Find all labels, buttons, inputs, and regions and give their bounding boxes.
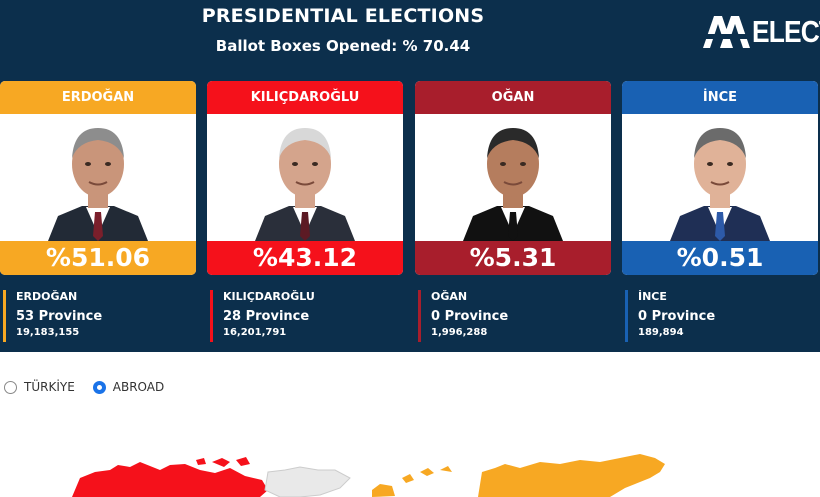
stat-color-bar xyxy=(625,290,628,342)
results-header: PRESIDENTIAL ELECTIONS Ballot Boxes Open… xyxy=(0,0,820,352)
candidate-percent: %5.31 xyxy=(415,241,611,275)
stat-name: KILIÇDAROĞLU xyxy=(223,290,315,303)
stat-color-bar xyxy=(3,290,6,342)
candidate-name: ERDOĞAN xyxy=(0,81,196,114)
radio-turkiye[interactable]: TÜRKİYE xyxy=(4,380,75,394)
candidate-card-erdogan[interactable]: ERDOĞAN %51.06 xyxy=(0,81,196,275)
stat-votes: 16,201,791 xyxy=(223,327,287,338)
candidate-stat-ogan: OĞAN 0 Province 1,996,288 xyxy=(418,288,608,342)
stat-color-bar xyxy=(210,290,213,342)
candidate-name: OĞAN xyxy=(415,81,611,114)
candidate-percent: %43.12 xyxy=(207,241,403,275)
candidate-photo-ogan xyxy=(415,114,611,241)
radio-circle-icon[interactable] xyxy=(92,380,106,394)
aa-logo-icon xyxy=(703,16,750,48)
candidate-card-kilicdaroglu[interactable]: KILIÇDAROĞLU %43.12 xyxy=(207,81,403,275)
candidate-percent: %51.06 xyxy=(0,241,196,275)
logo-text: ELECTI xyxy=(752,14,820,49)
candidate-stat-ince: İNCE 0 Province 189,894 xyxy=(625,288,815,342)
stat-provinces: 0 Province xyxy=(638,309,716,324)
stat-votes: 189,894 xyxy=(638,327,684,338)
radio-abroad[interactable]: ABROAD xyxy=(92,380,165,394)
candidate-percent: %0.51 xyxy=(622,241,818,275)
stat-name: OĞAN xyxy=(431,290,468,303)
stat-name: İNCE xyxy=(638,290,667,303)
candidate-name: İNCE xyxy=(622,81,818,114)
ballot-boxes-opened: Ballot Boxes Opened: % 70.44 xyxy=(215,37,471,55)
candidate-card-ince[interactable]: İNCE %0.51 xyxy=(622,81,818,275)
stat-votes: 19,183,155 xyxy=(16,327,80,338)
radio-label: TÜRKİYE xyxy=(24,380,75,394)
stat-votes: 1,996,288 xyxy=(431,327,488,338)
candidate-stat-kilicdaroglu: KILIÇDAROĞLU 28 Province 16,201,791 xyxy=(210,288,400,342)
stat-provinces: 53 Province xyxy=(16,309,103,324)
stat-provinces: 28 Province xyxy=(223,309,310,324)
map-region-kilicdaroglu[interactable] xyxy=(72,457,268,497)
candidate-card-ogan[interactable]: OĞAN %5.31 xyxy=(415,81,611,275)
region-selector: TÜRKİYE ABROAD xyxy=(4,380,182,394)
stat-name: ERDOĞAN xyxy=(16,290,78,303)
candidate-photo-kilicdaroglu xyxy=(207,114,403,241)
radio-label: ABROAD xyxy=(112,380,165,394)
map-region-neutral[interactable] xyxy=(264,466,351,497)
candidate-stat-erdogan: ERDOĞAN 53 Province 19,183,155 xyxy=(3,288,193,342)
page-title: PRESIDENTIAL ELECTIONS xyxy=(201,5,485,27)
aa-election-logo[interactable]: ELECTI xyxy=(700,10,820,54)
radio-circle-icon[interactable] xyxy=(4,380,17,394)
candidate-name: KILIÇDAROĞLU xyxy=(207,81,403,114)
candidate-photo-erdogan xyxy=(0,114,196,241)
stat-provinces: 0 Province xyxy=(431,309,509,324)
candidate-photo-ince xyxy=(622,114,818,241)
map-region-erdogan[interactable] xyxy=(372,454,665,497)
world-results-map[interactable] xyxy=(0,440,820,497)
stat-color-bar xyxy=(418,290,421,342)
